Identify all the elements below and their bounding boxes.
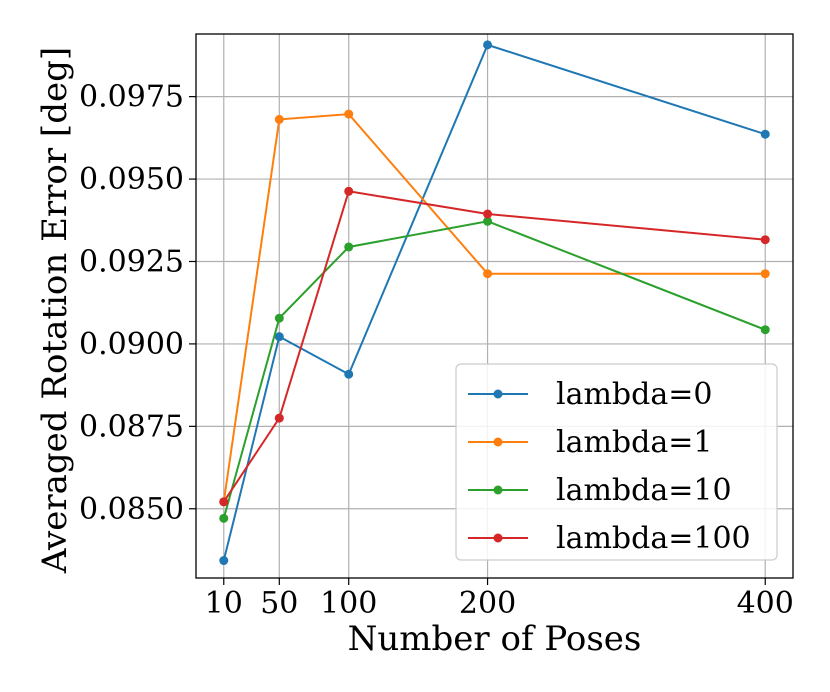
x-tick-label: 200 — [459, 586, 516, 621]
data-point — [760, 325, 770, 335]
series-lambda-0 — [219, 40, 770, 566]
legend-marker — [493, 437, 503, 447]
legend-label: lambda=10 — [556, 473, 732, 508]
y-tick-label: 0.0975 — [79, 80, 184, 115]
y-tick-label: 0.0850 — [79, 492, 184, 527]
data-point — [483, 209, 493, 219]
x-tick-label: 10 — [205, 586, 243, 621]
data-point — [219, 556, 229, 566]
legend-item: lambda=1 — [468, 425, 712, 460]
x-tick-label: 50 — [260, 586, 298, 621]
y-axis-label: Averaged Rotation Error [deg] — [35, 47, 75, 574]
y-tick-label: 0.0950 — [79, 162, 184, 197]
data-point — [344, 109, 354, 119]
legend: lambda=0 lambda=1 lambda=10 lambda=100 — [455, 363, 778, 561]
data-point — [483, 216, 493, 226]
y-tick-label: 0.0875 — [79, 409, 184, 444]
y-tick-label: 0.0925 — [79, 244, 184, 279]
x-axis-ticks: 10 50 100 200 400 — [205, 578, 794, 621]
series-lines — [219, 40, 770, 566]
x-tick-label: 100 — [320, 586, 377, 621]
x-tick-label: 400 — [737, 586, 794, 621]
legend-label: lambda=1 — [556, 425, 712, 460]
data-point — [483, 40, 493, 50]
series-lambda-10 — [219, 216, 770, 523]
data-point — [344, 369, 354, 379]
plot-area-frame — [195, 33, 794, 579]
legend-label: lambda=100 — [556, 521, 751, 556]
data-point — [760, 235, 770, 245]
data-point — [483, 269, 493, 279]
legend-label: lambda=0 — [556, 377, 712, 412]
legend-marker — [493, 533, 503, 543]
legend-item: lambda=10 — [468, 473, 732, 508]
data-point — [274, 313, 284, 323]
legend-frame — [455, 363, 778, 561]
legend-marker — [493, 389, 503, 399]
legend-item: lambda=100 — [468, 521, 751, 556]
legend-item: lambda=0 — [468, 377, 712, 412]
series-lambda-100 — [219, 186, 770, 507]
data-point — [274, 332, 284, 342]
x-axis-label: Number of Poses — [348, 619, 642, 659]
data-point — [274, 114, 284, 124]
data-point — [344, 242, 354, 252]
data-point — [760, 269, 770, 279]
data-point — [344, 186, 354, 196]
data-point — [274, 413, 284, 423]
data-point — [760, 129, 770, 139]
data-point — [219, 497, 229, 507]
y-axis-ticks: 0.0850 0.0875 0.0900 0.0925 0.0950 0.0975 — [79, 80, 196, 527]
y-tick-label: 0.0900 — [79, 327, 184, 362]
data-point — [219, 513, 229, 523]
legend-marker — [493, 485, 503, 495]
